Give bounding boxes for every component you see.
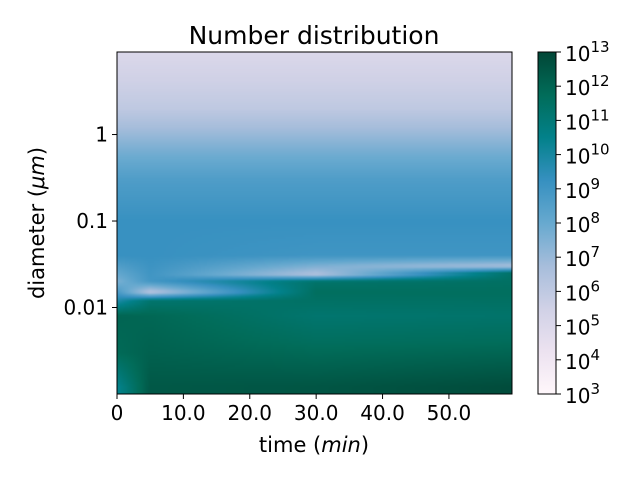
- y-axis-ticks: 0.01 0.1 1: [63, 123, 117, 320]
- x-axis-ticks: 0 10.0 20.0 30.0 40.0 50.0: [111, 394, 472, 425]
- x-tick-label: 0: [111, 401, 124, 425]
- chart-title: Number distribution: [189, 21, 440, 50]
- x-tick-label: 30.0: [294, 401, 339, 425]
- colorbar-tick-label: 1012: [565, 72, 610, 100]
- y-tick-label: 0.01: [63, 296, 108, 320]
- x-tick-label: 50.0: [427, 401, 472, 425]
- colorbar-tick-label: 109: [565, 175, 600, 203]
- plot-frame: [116, 51, 513, 395]
- colorbar-tick-label: 107: [565, 243, 600, 271]
- colorbar-ticks: 103 104 105 106 107 108 109 1010 1011 1012 1013: [556, 38, 610, 408]
- colorbar-tick-label: 106: [565, 277, 600, 305]
- colorbar-gradient: [538, 52, 556, 394]
- x-tick-label: 20.0: [228, 401, 273, 425]
- colorbar-tick-label: 1010: [565, 141, 610, 169]
- colorbar-tick-label: 108: [565, 209, 600, 237]
- x-axis-label: time (min): [259, 433, 369, 457]
- colorbar-tick-label: 104: [565, 346, 600, 374]
- x-tick-label: 10.0: [161, 401, 206, 425]
- y-tick-label: 1: [95, 123, 108, 147]
- colorbar-tick-label: 1013: [565, 38, 610, 66]
- colorbar-tick-label: 103: [565, 380, 600, 408]
- heatmap-plot-area: [116, 51, 513, 395]
- colorbar-tick-label: 1011: [565, 106, 610, 134]
- colorbar-tick-label: 105: [565, 312, 600, 340]
- x-tick-label: 40.0: [360, 401, 405, 425]
- heatmap-image: [117, 52, 512, 394]
- colorbar: 103 104 105 106 107 108 109 1010 1011 1012 1013: [537, 38, 610, 408]
- y-tick-label: 0.1: [76, 209, 108, 233]
- y-axis-label: diameter (μm): [25, 147, 49, 299]
